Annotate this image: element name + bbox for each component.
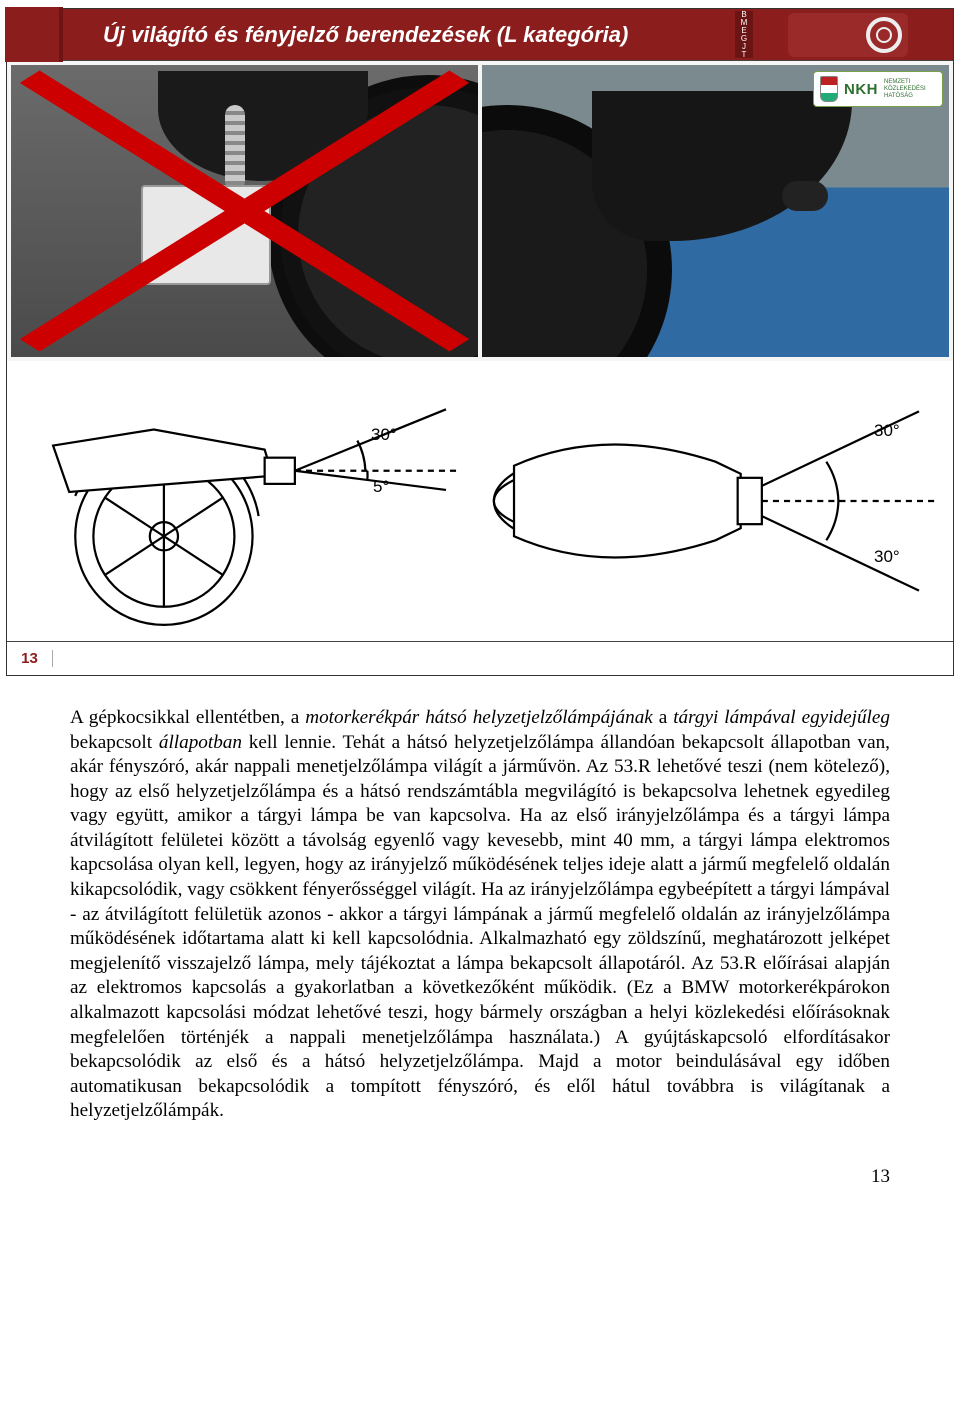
angle-label-bottom: 30°	[874, 547, 900, 567]
slide-number: 13	[7, 650, 53, 667]
page-number: 13	[0, 1124, 960, 1188]
slide-footer: 13	[7, 641, 953, 675]
top-view-svg	[482, 365, 949, 637]
diagram-side-view: 30° 5°	[11, 365, 478, 637]
bme-gjt-vertical-logo: B M E G J T	[735, 11, 753, 58]
page: Új világító és fényjelző berendezések (L…	[0, 8, 960, 1218]
slide-header-title-area: Új világító és fényjelző berendezések (L…	[7, 9, 743, 60]
photo-incorrect-example	[11, 65, 478, 357]
body-paragraph: A gépkocsikkal ellentétben, a motorkerék…	[0, 706, 960, 1124]
presentation-slide: Új világító és fényjelző berendezések (L…	[6, 8, 954, 676]
photo-row: NKH NEMZETI KÖZLEKEDÉSI HATÓSÁG	[7, 61, 953, 361]
slide-title: Új világító és fényjelző berendezések (L…	[103, 22, 628, 48]
text-run: A gépkocsikkal ellentétben, a	[70, 707, 305, 728]
text-run: a	[653, 707, 673, 728]
angle-label-top: 30°	[874, 421, 900, 441]
hungary-crest-icon	[820, 76, 838, 102]
nkh-label: NKH	[844, 81, 878, 98]
nkh-subtext: NEMZETI KÖZLEKEDÉSI HATÓSÁG	[884, 79, 926, 100]
text-run: bekapcsolt	[70, 732, 159, 753]
angle-label-bottom: 5°	[373, 477, 389, 497]
nkh-authority-badge: NKH NEMZETI KÖZLEKEDÉSI HATÓSÁG	[813, 71, 943, 107]
text-run: kell lennie. Tehát a hátsó helyzetjelzől…	[70, 732, 890, 1122]
diagram-top-view: 30° 30°	[482, 365, 949, 637]
photo-correct-example: NKH NEMZETI KÖZLEKEDÉSI HATÓSÁG	[482, 65, 949, 357]
side-view-svg	[11, 365, 478, 637]
text-run-italic: állapotban	[159, 732, 242, 753]
wheel-logo	[788, 13, 908, 57]
turn-signal-lamp	[782, 181, 828, 211]
slide-header: Új világító és fényjelző berendezések (L…	[7, 9, 953, 61]
slide-header-tab	[5, 7, 63, 62]
text-run-italic: tárgyi lámpával egyidejűleg	[673, 707, 890, 728]
diagram-row: 30° 5°	[7, 361, 953, 641]
angle-label-top: 30°	[371, 425, 397, 445]
wheel-icon	[866, 17, 902, 53]
red-x-overlay	[11, 65, 478, 357]
logo-letter: T	[742, 51, 747, 59]
text-run-italic: motorkerékpár hátsó helyzetjelzőlámpáján…	[305, 707, 653, 728]
motorcycle-fender	[592, 91, 852, 241]
slide-header-logo-area: B M E G J T	[743, 9, 953, 60]
